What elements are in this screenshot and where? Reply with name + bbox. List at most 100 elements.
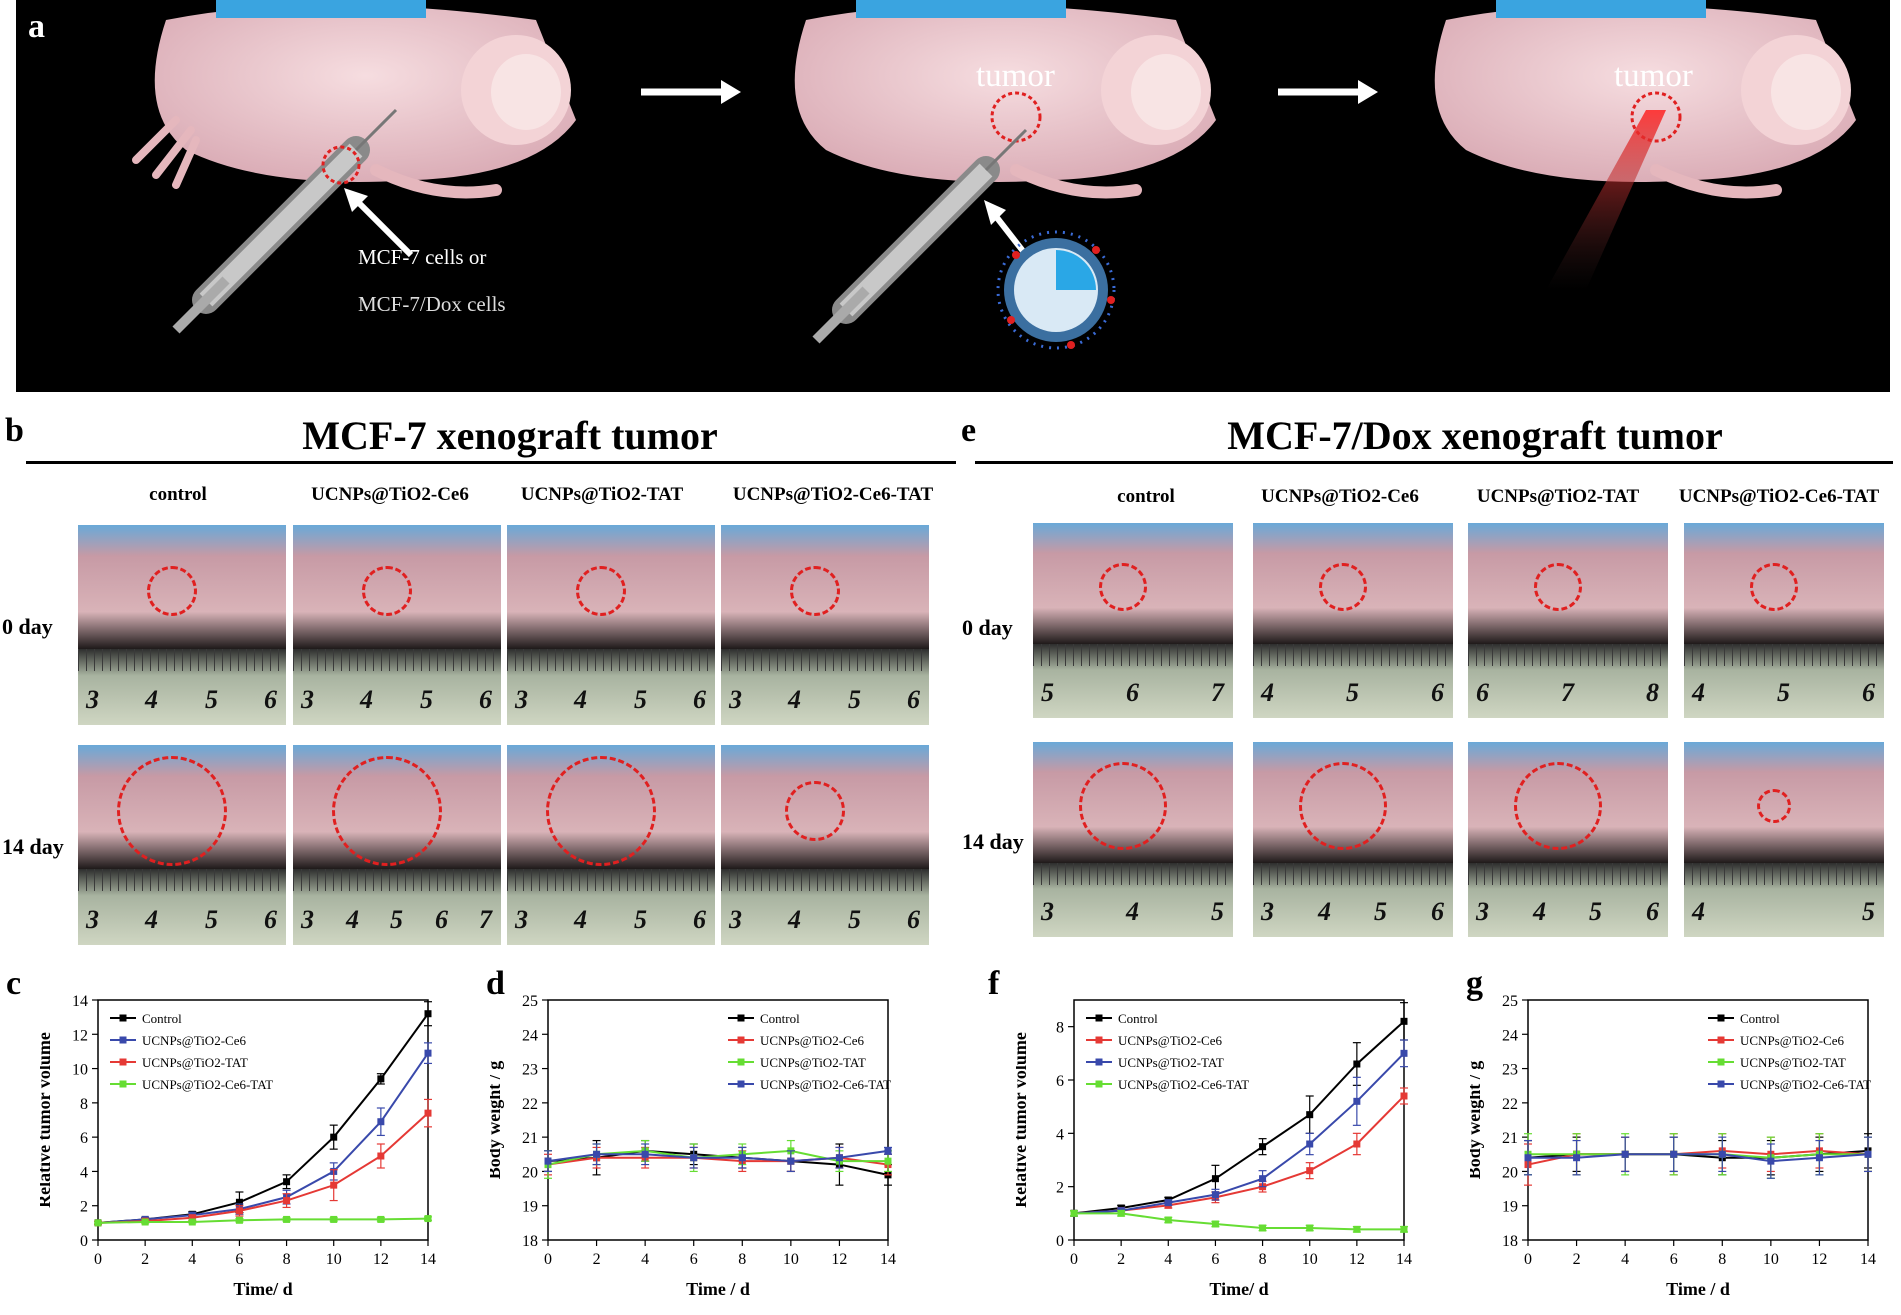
x-tick-label: 12 xyxy=(1811,1251,1827,1268)
y-tick-label: 6 xyxy=(1056,1073,1064,1090)
panel-b-title: MCF-7 xenograft tumor xyxy=(302,413,718,458)
tumor-circle xyxy=(790,566,840,616)
y-axis-label: Relative tumor volume xyxy=(1016,1032,1030,1208)
panel_e-photo-r0-c2: 6 7 8 xyxy=(1468,523,1668,718)
data-point xyxy=(1353,1060,1361,1068)
ruler xyxy=(293,649,501,725)
y-tick-label: 25 xyxy=(522,995,538,1010)
data-point xyxy=(94,1219,102,1227)
data-point xyxy=(424,1215,432,1223)
legend-label: Control xyxy=(1740,1011,1780,1026)
data-point xyxy=(787,1157,795,1165)
data-point xyxy=(424,1049,432,1057)
ruler-number: 4 xyxy=(574,905,587,934)
syringe-2 xyxy=(812,128,1028,344)
tumor-circle xyxy=(332,756,442,866)
ruler-number: 4 xyxy=(1318,897,1331,926)
ruler-number: 3 xyxy=(301,905,314,934)
ruler-number: 4 xyxy=(1261,678,1274,707)
x-tick-label: 2 xyxy=(1573,1251,1581,1268)
syringe-1 xyxy=(172,108,398,334)
ruler-number: 6 xyxy=(1126,678,1139,707)
ruler-number: 6 xyxy=(435,905,448,934)
data-point xyxy=(283,1215,291,1223)
y-tick-label: 4 xyxy=(80,1164,88,1181)
ruler-number: 3 xyxy=(729,905,742,934)
ruler-number: 4 xyxy=(574,685,587,714)
ruler-number: 6 xyxy=(1431,678,1444,707)
ruler-number: 3 xyxy=(1041,897,1054,926)
ruler-number: 5 xyxy=(1862,897,1875,926)
data-point xyxy=(835,1154,843,1162)
data-point xyxy=(424,1010,432,1018)
data-point xyxy=(1306,1140,1314,1148)
panel-b-col-ce6: UCNPs@TiO2-Ce6 xyxy=(311,484,469,505)
series-3 xyxy=(94,1215,432,1227)
y-tick-label: 23 xyxy=(1502,1062,1518,1079)
ruler-number: 4 xyxy=(1692,678,1705,707)
legend-label: Control xyxy=(1118,1011,1158,1026)
ruler xyxy=(721,649,929,725)
tumor-circle xyxy=(1750,563,1798,611)
data-point xyxy=(1400,1092,1408,1100)
legend-label: Control xyxy=(142,1011,182,1026)
panel_e-photo-r1-c0: 3 4 5 xyxy=(1033,742,1233,937)
data-point xyxy=(1400,1225,1408,1233)
data-point xyxy=(330,1181,338,1189)
y-axis-label: Relative tumor volume xyxy=(40,1032,54,1208)
ruler-number: 5 xyxy=(390,905,403,934)
legend-marker xyxy=(1717,1080,1725,1088)
ruler-number: 5 xyxy=(634,905,647,934)
ruler-number: 4 xyxy=(788,905,801,934)
legend-marker xyxy=(1095,1036,1103,1044)
data-point xyxy=(1573,1154,1581,1162)
data-point xyxy=(690,1154,698,1162)
x-tick-label: 12 xyxy=(831,1251,847,1268)
ruler-number: 8 xyxy=(1646,678,1659,707)
data-point xyxy=(377,1215,385,1223)
ruler-number: 6 xyxy=(1646,897,1659,926)
x-tick-label: 0 xyxy=(1524,1251,1532,1268)
series-line xyxy=(97,1052,429,1224)
laser-beam xyxy=(1546,110,1666,290)
cells-label-line1: MCF-7 cells or xyxy=(358,245,487,269)
data-point xyxy=(1621,1150,1629,1158)
ruler xyxy=(293,869,501,945)
data-point xyxy=(1164,1199,1172,1207)
ruler-number: 4 xyxy=(145,905,158,934)
ruler xyxy=(1468,644,1668,718)
ruler xyxy=(1253,644,1453,718)
x-tick-label: 12 xyxy=(373,1251,389,1268)
mouse-2 xyxy=(794,0,1216,199)
data-point xyxy=(1211,1220,1219,1228)
panel-a-banner: a tumor tumor MCF-7 cells or MCF-7/Dox c… xyxy=(16,0,1890,392)
legend-label: UCNPs@TiO2-Ce6 xyxy=(1740,1033,1844,1048)
data-point xyxy=(424,1109,432,1117)
data-point xyxy=(188,1218,196,1226)
data-point xyxy=(884,1157,892,1165)
data-point xyxy=(377,1075,385,1083)
data-point xyxy=(1353,1140,1361,1148)
x-tick-label: 0 xyxy=(94,1251,102,1268)
panel_b-photo-r1-c2: 3 4 5 6 xyxy=(507,745,715,945)
data-point xyxy=(1864,1150,1872,1158)
x-tick-label: 8 xyxy=(1718,1251,1726,1268)
x-tick-label: 2 xyxy=(1117,1251,1125,1268)
legend: Control UCNPs@TiO2-Ce6 UCNPs@TiO2-TAT UCNPs… xyxy=(1708,1011,1871,1092)
series-3 xyxy=(1070,1209,1408,1233)
cells-label-line2: MCF-7/Dox cells xyxy=(358,292,506,316)
panel-e-row-14day: 14 day xyxy=(962,829,1024,854)
ruler xyxy=(1253,863,1453,937)
legend-marker xyxy=(737,1014,745,1022)
y-tick-label: 0 xyxy=(1056,1233,1064,1250)
ruler-number: 6 xyxy=(264,685,277,714)
y-tick-label: 8 xyxy=(1056,1020,1064,1037)
panel-b-row-14day: 14 day xyxy=(2,834,64,859)
tumor-circle xyxy=(1514,762,1602,850)
legend-label: UCNPs@TiO2-Ce6-TAT xyxy=(142,1077,273,1092)
x-tick-label: 4 xyxy=(1164,1251,1172,1268)
legend-marker xyxy=(737,1080,745,1088)
data-point xyxy=(544,1157,552,1165)
series-line xyxy=(547,1149,889,1163)
